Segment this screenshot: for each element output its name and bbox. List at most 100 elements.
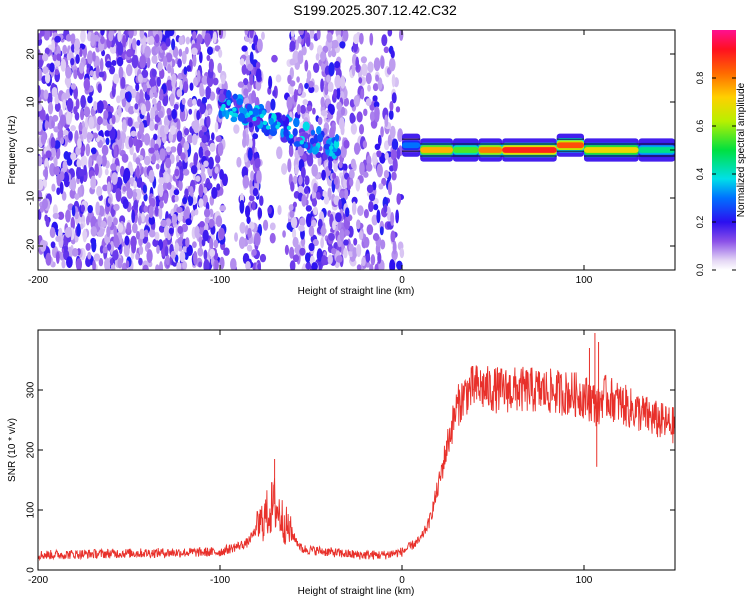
noise-blob bbox=[369, 264, 374, 270]
diagonal-blob bbox=[333, 139, 340, 149]
noise-blob bbox=[339, 41, 346, 49]
noise-blob bbox=[368, 193, 376, 202]
noise-blob bbox=[103, 110, 109, 120]
noise-blob bbox=[56, 187, 61, 195]
noise-blob bbox=[144, 99, 151, 112]
noise-blob bbox=[38, 190, 43, 202]
noise-blob bbox=[366, 224, 374, 236]
noise-blob bbox=[320, 51, 327, 62]
spectrogram-ytick-label: 0 bbox=[26, 147, 37, 153]
noise-blob bbox=[136, 165, 140, 179]
noise-blob bbox=[160, 163, 165, 174]
colorbar-tick-label: 0.4 bbox=[695, 168, 705, 181]
noise-blob bbox=[148, 205, 154, 219]
snr-ytick-label: 100 bbox=[26, 501, 37, 518]
noise-blob bbox=[135, 157, 141, 165]
track-band bbox=[452, 147, 479, 153]
noise-blob bbox=[237, 81, 245, 88]
noise-blob bbox=[214, 260, 219, 270]
colorbar-label: Normalized spectral amplitude bbox=[736, 82, 747, 217]
noise-blob bbox=[200, 164, 206, 174]
noise-blob bbox=[185, 218, 192, 226]
noise-blob bbox=[38, 85, 41, 98]
noise-blob bbox=[383, 46, 390, 54]
noise-blob bbox=[75, 98, 80, 110]
noise-blob bbox=[247, 227, 252, 239]
colorbar-ticks: 0.0 0.2 0.4 0.6 0.8 bbox=[695, 72, 736, 276]
noise-blob bbox=[379, 226, 384, 236]
noise-blob bbox=[321, 190, 327, 197]
noise-blob bbox=[38, 59, 43, 69]
noise-blob bbox=[109, 258, 114, 266]
noise-blob bbox=[104, 168, 109, 176]
track-band bbox=[638, 147, 675, 153]
noise-blob bbox=[338, 161, 343, 169]
noise-blob bbox=[106, 181, 111, 195]
spectrogram-ytick-label: -10 bbox=[26, 190, 37, 205]
noise-blob bbox=[52, 54, 57, 62]
diagonal-blob bbox=[293, 140, 302, 147]
noise-blob bbox=[301, 194, 307, 207]
noise-blob bbox=[377, 252, 382, 264]
noise-blob bbox=[176, 206, 183, 213]
noise-blob bbox=[304, 82, 309, 90]
noise-blob bbox=[178, 48, 183, 57]
noise-blob bbox=[363, 208, 369, 219]
noise-blob bbox=[80, 94, 87, 109]
noise-blob bbox=[312, 62, 320, 73]
noise-blob bbox=[123, 243, 130, 258]
noise-blob bbox=[153, 133, 158, 141]
track-band bbox=[478, 147, 503, 153]
noise-blob bbox=[80, 204, 86, 213]
noise-blob bbox=[378, 183, 384, 190]
noise-blob bbox=[216, 183, 221, 191]
noise-blob bbox=[162, 56, 168, 68]
noise-blob bbox=[316, 191, 321, 200]
noise-blob bbox=[85, 143, 91, 157]
noise-blob bbox=[138, 257, 143, 266]
noise-blob bbox=[321, 169, 326, 181]
noise-blob bbox=[359, 32, 364, 45]
noise-blob bbox=[52, 114, 59, 122]
noise-blob bbox=[107, 196, 112, 204]
noise-blob bbox=[138, 245, 144, 255]
noise-blob bbox=[198, 146, 204, 159]
noise-blob bbox=[74, 193, 80, 201]
spectrogram-xtick-label: 100 bbox=[576, 275, 593, 286]
noise-blob bbox=[392, 158, 398, 172]
noise-blob bbox=[50, 147, 57, 158]
noise-blob bbox=[275, 74, 282, 83]
noise-blob bbox=[292, 236, 299, 248]
noise-blob bbox=[212, 77, 219, 86]
noise-blob bbox=[356, 219, 361, 230]
noise-blob bbox=[193, 251, 198, 265]
noise-blob bbox=[96, 154, 103, 166]
noise-blob bbox=[388, 109, 394, 120]
noise-blob bbox=[309, 152, 313, 163]
noise-blob bbox=[373, 101, 380, 108]
noise-blob bbox=[143, 133, 151, 146]
noise-blob bbox=[399, 247, 405, 259]
noise-blob bbox=[252, 187, 259, 197]
noise-blob bbox=[49, 226, 56, 239]
noise-blob bbox=[202, 229, 209, 242]
noise-blob bbox=[165, 254, 170, 266]
noise-blob bbox=[328, 159, 333, 171]
noise-blob bbox=[99, 245, 104, 254]
noise-blob bbox=[86, 215, 90, 226]
snr-axes: -200 -100 0 100 0 100 200 300 bbox=[26, 330, 675, 586]
noise-blob bbox=[149, 197, 156, 208]
noise-blob bbox=[144, 45, 151, 58]
noise-blob bbox=[303, 187, 309, 195]
noise-blob bbox=[139, 89, 144, 101]
noise-blob bbox=[304, 252, 311, 263]
noise-blob bbox=[143, 205, 148, 213]
snr-xtick-label: -100 bbox=[210, 575, 230, 586]
diagonal-blob bbox=[218, 93, 226, 103]
noise-blob bbox=[246, 216, 251, 225]
noise-blob bbox=[88, 116, 95, 130]
noise-blob bbox=[313, 182, 318, 193]
noise-blob bbox=[305, 213, 312, 228]
noise-blob bbox=[183, 128, 190, 136]
